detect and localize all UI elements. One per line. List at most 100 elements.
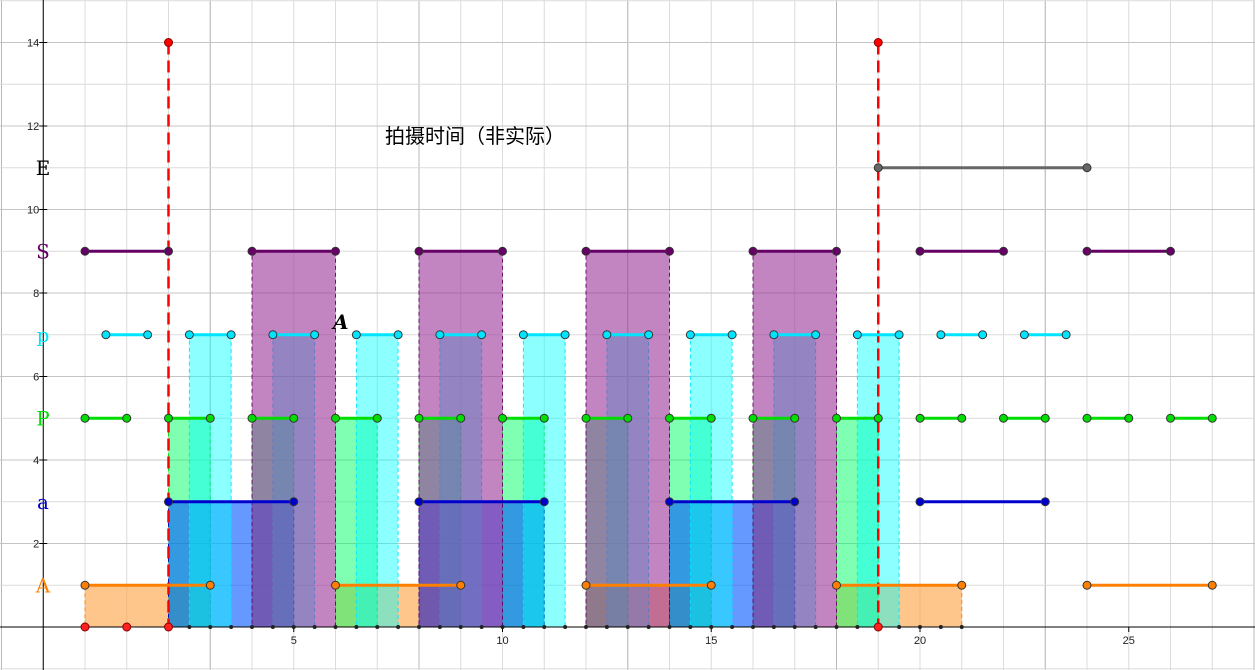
point-P (122, 413, 132, 423)
baseline-point (834, 625, 839, 629)
baseline-point (375, 625, 380, 629)
x-tick-label: 25 (1123, 635, 1135, 647)
baseline-point (437, 625, 442, 629)
point-p (769, 330, 779, 340)
bar-p (522, 334, 566, 628)
baseline-point (312, 625, 317, 629)
y-tick-label: 10 (27, 205, 39, 217)
baseline-point-red (122, 622, 132, 632)
point-S (665, 246, 674, 256)
baseline-point (813, 625, 818, 629)
point-P (331, 413, 340, 423)
row-label-S: S (36, 239, 50, 263)
baseline-point (270, 625, 275, 629)
point-S (80, 246, 90, 256)
baseline-point (751, 625, 755, 629)
point-p (143, 330, 153, 340)
baseline-point (187, 625, 192, 629)
baseline-point (354, 625, 359, 629)
point-A (1082, 580, 1092, 590)
y-tick-label: 6 (33, 372, 39, 384)
point-p (560, 330, 570, 340)
x-tick-label: 5 (291, 635, 297, 647)
baseline-point (396, 625, 401, 629)
baseline-point (291, 625, 296, 629)
point-A (581, 580, 591, 590)
point-S (915, 246, 925, 256)
point-E (1082, 163, 1092, 173)
baseline-point (771, 625, 776, 629)
baseline-point (730, 625, 735, 629)
baseline-point (542, 625, 547, 629)
point-S (331, 246, 340, 256)
point-p (811, 330, 821, 340)
baseline-point (208, 625, 213, 629)
point-S (414, 246, 424, 256)
point-S (832, 246, 841, 256)
point-p (268, 330, 278, 340)
y-tick-label: 8 (33, 288, 39, 300)
baseline-point (938, 625, 943, 629)
point-p (1019, 330, 1029, 340)
point-S (247, 246, 257, 256)
x-tick-label: 10 (496, 635, 508, 647)
x-tick-label: 20 (914, 635, 926, 647)
point-P (873, 413, 883, 423)
baseline-point (709, 625, 714, 629)
point-E (873, 163, 883, 173)
point-P (539, 413, 549, 423)
point-S (164, 246, 173, 256)
baseline-point (855, 625, 860, 629)
point-p (393, 330, 403, 340)
point-P (1040, 413, 1050, 423)
annotation-label: A (331, 310, 349, 334)
y-tick-label: 12 (27, 121, 39, 133)
point-A (1207, 580, 1217, 590)
point-p (518, 330, 528, 340)
point-P (581, 413, 591, 423)
row-label-P: P (36, 406, 49, 430)
baseline-point-red (164, 622, 173, 632)
point-P (748, 413, 758, 423)
point-S (1166, 246, 1175, 256)
bar-S (585, 250, 670, 628)
point-P (205, 413, 215, 423)
bar-S (752, 250, 837, 628)
baseline-point (500, 625, 505, 629)
baseline-point (667, 625, 672, 629)
point-S (1082, 246, 1092, 256)
point-P (164, 413, 173, 423)
point-P (247, 413, 257, 423)
y-tick-label: 4 (33, 455, 39, 467)
baseline-point (897, 625, 902, 629)
point-P (456, 413, 466, 423)
baseline-point (563, 625, 568, 629)
marker-point (164, 38, 173, 47)
point-P (372, 413, 382, 423)
x-tick-label: 15 (705, 635, 717, 647)
point-p (477, 330, 487, 340)
point-P (80, 413, 90, 423)
baseline-point (229, 625, 234, 629)
point-p (351, 330, 361, 340)
point-p (978, 330, 988, 340)
baseline-point (458, 625, 463, 629)
row-label-a: a (37, 490, 49, 514)
point-p (644, 330, 654, 340)
point-a (539, 497, 549, 507)
row-labels: E Sp Pa A (35, 156, 51, 598)
point-a (915, 497, 925, 507)
baseline-point (646, 625, 651, 629)
point-P (790, 413, 800, 423)
y-tick-label: 14 (27, 38, 39, 50)
point-A (957, 580, 967, 590)
point-p (226, 330, 236, 340)
point-P (915, 413, 925, 423)
bar-p (689, 334, 733, 628)
baseline-point (604, 625, 609, 629)
baseline-point (918, 625, 922, 629)
point-p (727, 330, 737, 340)
shaded-bars (84, 250, 963, 628)
bar-p (188, 334, 232, 628)
point-p (310, 330, 320, 340)
